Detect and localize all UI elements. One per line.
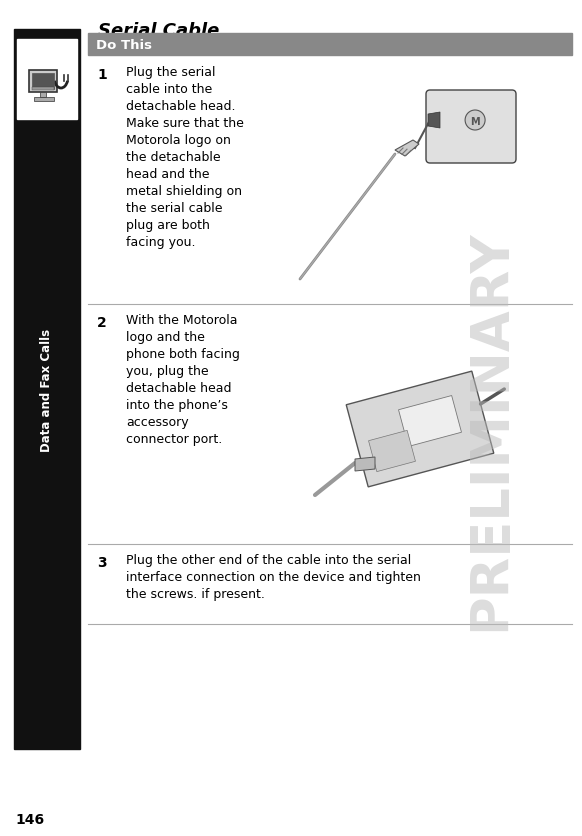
Text: 2: 2: [97, 316, 107, 329]
FancyBboxPatch shape: [426, 91, 516, 164]
Text: 3: 3: [97, 555, 107, 569]
Text: Plug the other end of the cable into the serial
interface connection on the devi: Plug the other end of the cable into the…: [126, 553, 421, 600]
Circle shape: [465, 111, 485, 131]
Text: Data and Fax Calls: Data and Fax Calls: [41, 328, 54, 451]
Text: With the Motorola
logo and the
phone both facing
you, plug the
detachable head
i: With the Motorola logo and the phone bot…: [126, 314, 240, 446]
Bar: [40, 93, 46, 98]
Bar: [29, 71, 57, 93]
Polygon shape: [399, 396, 462, 447]
Bar: [32, 74, 54, 90]
Text: 146: 146: [16, 812, 45, 826]
Polygon shape: [368, 431, 416, 472]
Polygon shape: [395, 140, 419, 157]
Text: 1: 1: [97, 68, 107, 82]
Bar: [14, 30, 80, 749]
Bar: [34, 98, 54, 102]
Bar: [32, 88, 54, 90]
Text: M: M: [470, 117, 480, 127]
Bar: [17, 40, 77, 120]
Text: PRELIMINARY: PRELIMINARY: [464, 229, 516, 630]
Text: Plug the serial
cable into the
detachable head.
Make sure that the
Motorola logo: Plug the serial cable into the detachabl…: [126, 66, 244, 248]
Text: Serial Cable: Serial Cable: [98, 22, 219, 40]
Polygon shape: [355, 457, 375, 472]
Bar: [88, 34, 572, 56]
Polygon shape: [346, 372, 494, 487]
Polygon shape: [428, 113, 440, 129]
Text: Do This: Do This: [96, 38, 152, 52]
